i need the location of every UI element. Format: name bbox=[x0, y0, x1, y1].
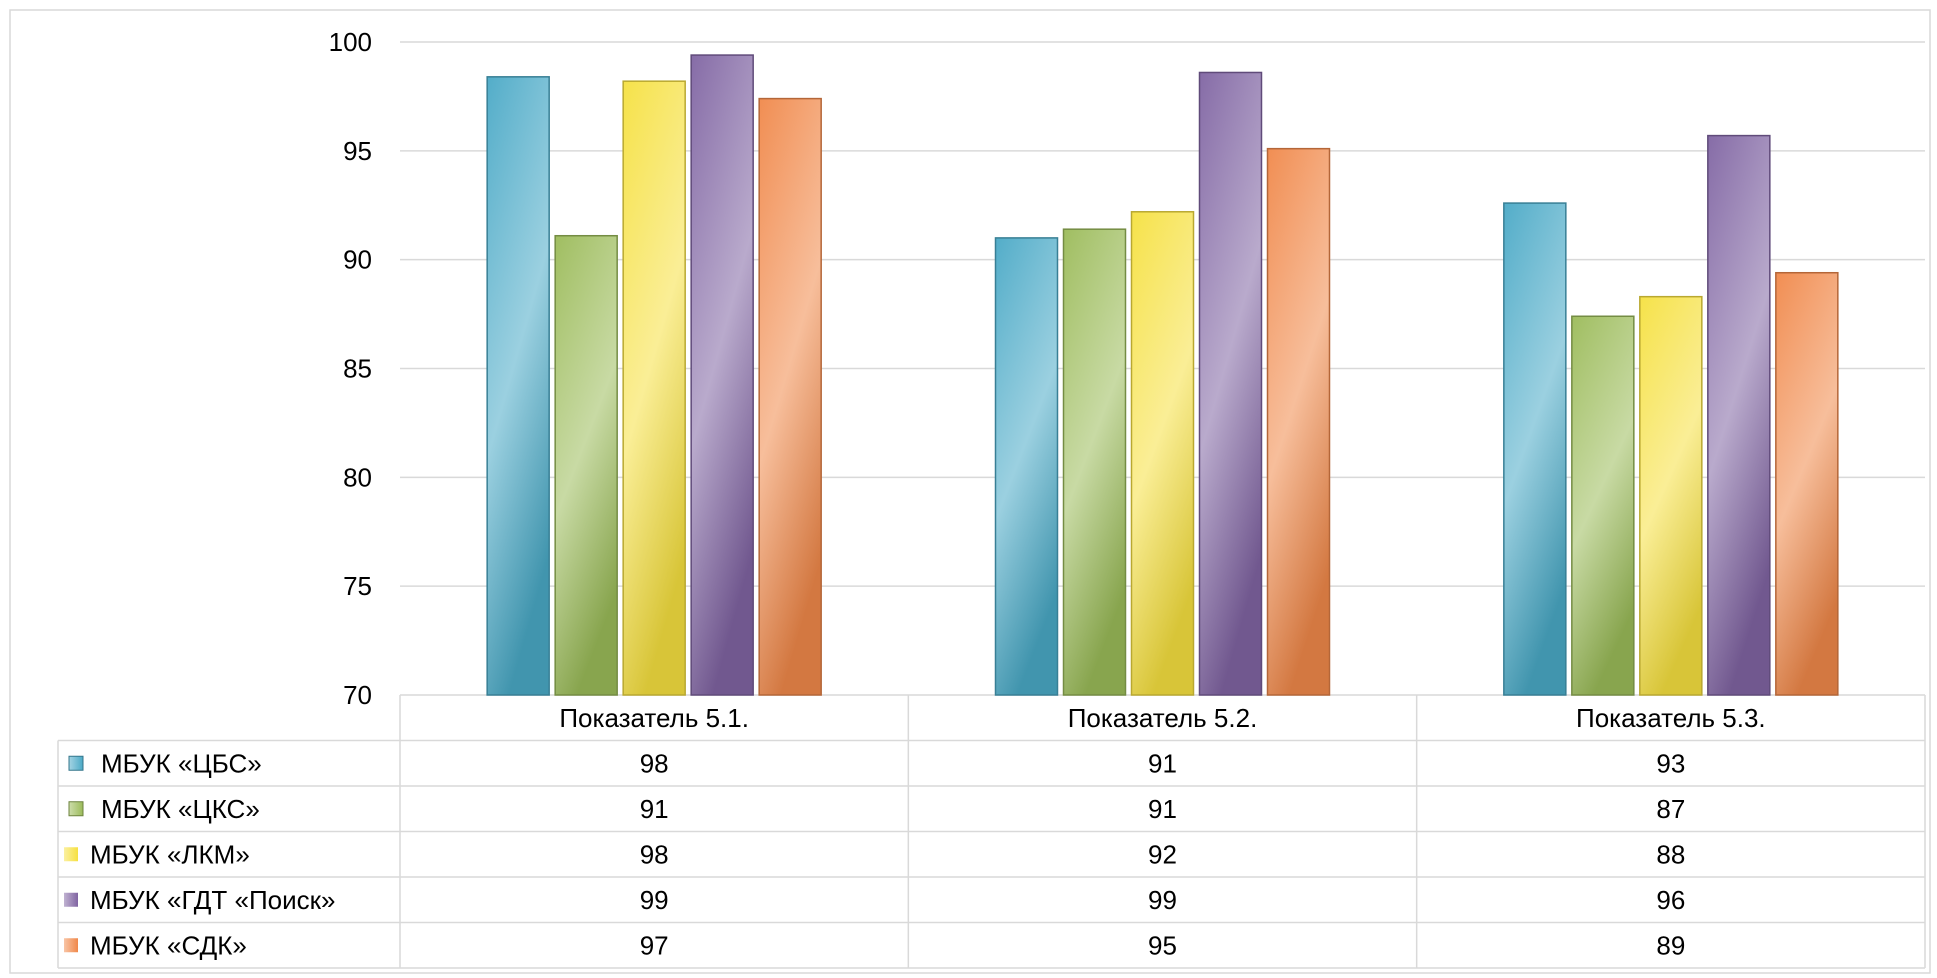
data-table-value: 95 bbox=[1148, 930, 1177, 960]
bar bbox=[1775, 271, 1839, 696]
bar bbox=[690, 54, 754, 696]
y-tick-label: 100 bbox=[329, 27, 372, 57]
data-table-value: 96 bbox=[1656, 885, 1685, 915]
legend-swatch bbox=[68, 755, 84, 771]
data-table-value: 89 bbox=[1656, 930, 1685, 960]
y-tick-label: 90 bbox=[343, 245, 372, 275]
data-table-value: 98 bbox=[640, 839, 669, 869]
bar bbox=[554, 234, 618, 696]
data-table-value: 99 bbox=[640, 885, 669, 915]
y-axis-ticks: 70 75 80 85 90 95 100 bbox=[329, 27, 372, 710]
legend-label: МБУК «ГДТ «Поиск» bbox=[90, 885, 336, 915]
data-table-value: 93 bbox=[1656, 748, 1685, 778]
legend-label: МБУК «СДК» bbox=[90, 930, 247, 960]
bar bbox=[486, 76, 550, 696]
legend-label: МБУК «ЛКМ» bbox=[90, 839, 250, 869]
data-table-value: 87 bbox=[1656, 794, 1685, 824]
bar bbox=[1639, 295, 1703, 696]
data-table-value: 97 bbox=[640, 930, 669, 960]
y-tick-label: 80 bbox=[343, 462, 372, 492]
legend-swatch bbox=[64, 847, 78, 862]
legend-swatch bbox=[64, 938, 78, 953]
y-tick-label: 70 bbox=[343, 680, 372, 710]
bar bbox=[1198, 71, 1263, 696]
y-tick-label: 85 bbox=[343, 354, 372, 384]
data-table-value: 91 bbox=[640, 794, 669, 824]
bar bbox=[622, 80, 686, 696]
bar bbox=[1707, 134, 1771, 696]
data-table-value: 91 bbox=[1148, 748, 1177, 778]
bar bbox=[758, 97, 822, 696]
data-table-value: 91 bbox=[1148, 794, 1177, 824]
bar bbox=[994, 237, 1059, 696]
data-table: Показатель 5.1. Показатель 5.2. Показатель… bbox=[57, 695, 1926, 969]
bar bbox=[1503, 202, 1567, 696]
legend-label: МБУК «ЦКС» bbox=[101, 794, 260, 824]
legend-swatch bbox=[68, 801, 84, 817]
chart-frame bbox=[9, 9, 1931, 974]
bar bbox=[1266, 147, 1331, 696]
bar bbox=[1571, 315, 1635, 696]
x-category-label: Показатель 5.2. bbox=[1068, 703, 1258, 733]
bar bbox=[1062, 228, 1127, 696]
bar bbox=[1130, 211, 1195, 696]
legend-label: МБУК «ЦБС» bbox=[101, 748, 262, 778]
x-category-label: Показатель 5.3. bbox=[1576, 703, 1766, 733]
bars bbox=[486, 54, 1839, 696]
data-table-value: 92 bbox=[1148, 839, 1177, 869]
y-tick-label: 95 bbox=[343, 136, 372, 166]
data-table-value: 88 bbox=[1656, 839, 1685, 869]
y-tick-label: 75 bbox=[343, 571, 372, 601]
data-table-value: 98 bbox=[640, 748, 669, 778]
data-table-value: 99 bbox=[1148, 885, 1177, 915]
legend-swatch bbox=[64, 892, 78, 907]
x-category-label: Показатель 5.1. bbox=[559, 703, 749, 733]
